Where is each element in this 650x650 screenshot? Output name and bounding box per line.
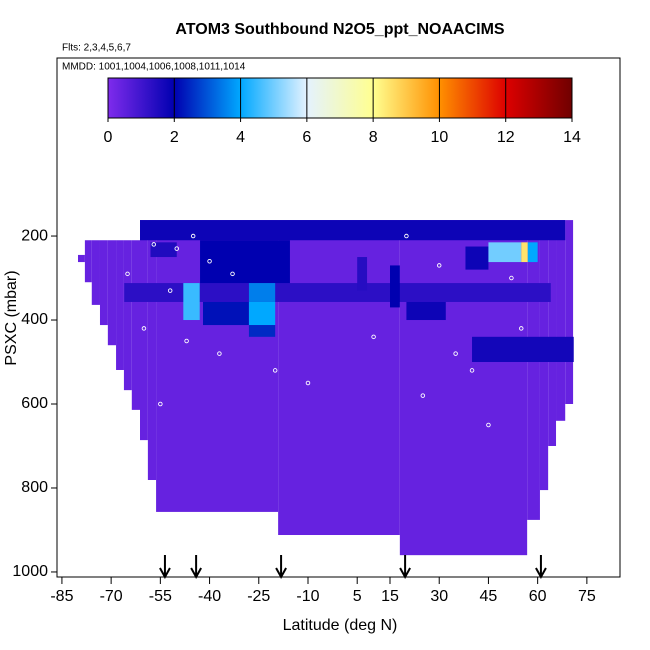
cell xyxy=(200,240,290,285)
colorbar xyxy=(107,77,573,119)
x-tick-label: 15 xyxy=(381,588,399,605)
colorbar-tick-label: 12 xyxy=(497,129,515,146)
cell xyxy=(399,220,528,556)
sample-point xyxy=(420,393,426,398)
cell xyxy=(77,254,85,263)
sample-point xyxy=(371,334,376,340)
cell xyxy=(107,240,117,346)
sample-point xyxy=(453,351,458,356)
flight-marker-arrow xyxy=(190,555,202,580)
sample-point xyxy=(174,246,180,251)
colorbar-tick-label: 2 xyxy=(170,129,179,146)
sample-point xyxy=(141,326,147,331)
y-tick-label: 400 xyxy=(21,311,48,328)
colorbar-tick-label: 14 xyxy=(563,129,581,146)
x-axis-label: Latitude (deg N) xyxy=(283,617,398,634)
sample-point xyxy=(436,263,442,268)
cell xyxy=(278,220,400,536)
x-tick-label: 30 xyxy=(430,588,448,605)
x-tick-label: -55 xyxy=(149,588,172,605)
cell xyxy=(565,220,574,404)
sample-point xyxy=(158,401,163,407)
sample-point xyxy=(272,368,278,373)
x-tick-label: -25 xyxy=(247,588,270,605)
sample-point xyxy=(486,422,491,428)
cell xyxy=(357,257,368,291)
cell xyxy=(140,220,566,241)
cell xyxy=(527,242,538,263)
cell xyxy=(527,220,540,520)
cell xyxy=(248,325,276,337)
cell xyxy=(465,246,489,270)
cell xyxy=(521,242,528,263)
sample-point xyxy=(184,338,189,344)
colorbar-tick-label: 8 xyxy=(369,129,378,146)
sample-point xyxy=(207,258,212,264)
cell xyxy=(183,283,200,321)
cell xyxy=(91,240,100,305)
cell xyxy=(248,301,276,326)
flight-marker-arrow xyxy=(275,555,287,580)
overlay xyxy=(125,233,547,580)
cell xyxy=(123,240,132,391)
sample-point xyxy=(404,233,409,239)
cell xyxy=(124,283,551,302)
sample-point xyxy=(190,233,196,239)
sample-point xyxy=(217,351,222,356)
cell xyxy=(99,240,108,326)
x-tick-label: -10 xyxy=(296,588,319,605)
cell xyxy=(248,283,276,302)
chart-title: ATOM3 Southbound N2O5_ppt_NOAACIMS xyxy=(175,21,505,38)
annotation: MMDD: 1001,1004,1006,1008,1011,1014 xyxy=(62,62,246,73)
cells xyxy=(77,220,574,556)
cell xyxy=(548,220,557,446)
sample-point xyxy=(167,288,173,293)
cell xyxy=(84,240,92,283)
cell xyxy=(147,220,157,481)
sample-point xyxy=(151,242,157,247)
flight-marker-arrow xyxy=(399,555,411,580)
y-tick-label: 600 xyxy=(21,395,48,412)
sample-point xyxy=(509,275,514,281)
flight-marker-arrow xyxy=(159,555,171,580)
colorbar-tick-label: 0 xyxy=(104,129,113,146)
cell xyxy=(488,242,522,263)
plot-frame xyxy=(56,57,621,578)
sample-point xyxy=(305,380,311,386)
colorbar-tick-label: 4 xyxy=(236,129,245,146)
x-tick-label: 60 xyxy=(529,588,547,605)
x-tick-label: 45 xyxy=(480,588,498,605)
x-tick-label: 75 xyxy=(578,588,596,605)
flight-marker-arrow xyxy=(535,555,547,580)
subtitle: Flts: 2,3,4,5,6,7 xyxy=(62,43,131,54)
x-tick-label: -70 xyxy=(100,588,123,605)
x-tick-label: -85 xyxy=(50,588,73,605)
sample-point xyxy=(518,326,524,331)
y-tick-label: 200 xyxy=(21,227,48,244)
cell xyxy=(150,242,177,258)
x-tick-label: -40 xyxy=(198,588,221,605)
cell xyxy=(556,220,566,421)
sample-point xyxy=(230,271,235,277)
cell xyxy=(406,301,446,321)
sample-point xyxy=(469,368,475,373)
y-axis-label: PSXC (mbar) xyxy=(3,270,20,365)
cell xyxy=(390,265,400,308)
sample-point xyxy=(125,271,130,277)
y-tick-label: 800 xyxy=(21,479,48,496)
cell xyxy=(116,240,124,370)
y-tick-label: 1000 xyxy=(12,563,48,580)
cell xyxy=(472,336,574,363)
cell xyxy=(202,301,249,326)
colorbar-tick-label: 10 xyxy=(431,129,449,146)
cell xyxy=(131,240,141,410)
x-tick-label: 5 xyxy=(353,588,362,605)
colorbar-tick-label: 6 xyxy=(302,129,311,146)
